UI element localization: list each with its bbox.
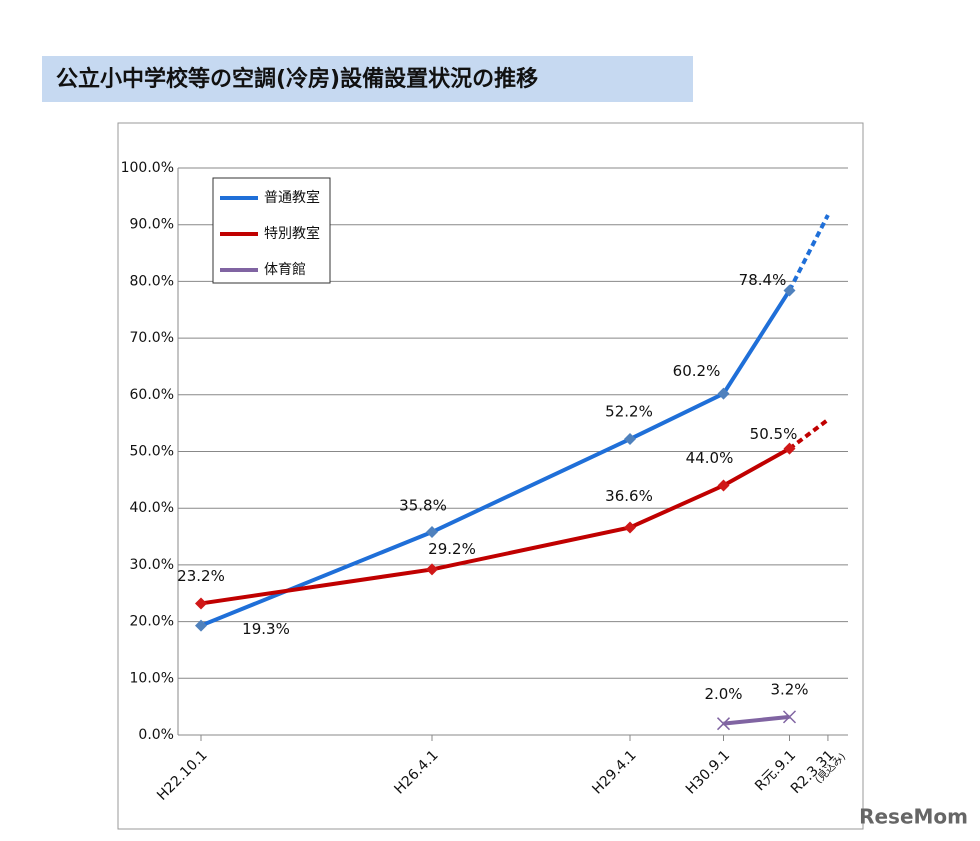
marker	[716, 717, 731, 731]
watermark: ReseMom	[859, 805, 968, 829]
y-tick-label: 80.0%	[130, 273, 174, 289]
marker	[783, 442, 796, 455]
legend-label: 特別教室	[264, 225, 320, 242]
series-line	[723, 714, 790, 726]
y-tick-label: 90.0%	[130, 217, 174, 233]
data-label: 29.2%	[428, 540, 476, 558]
series-line	[200, 446, 791, 606]
x-tick-label: H22.10.1	[154, 747, 211, 804]
data-label: 44.0%	[686, 449, 734, 467]
legend-label: 普通教室	[264, 189, 320, 206]
data-label: 3.2%	[770, 680, 808, 698]
marker	[717, 479, 730, 492]
marker	[195, 619, 207, 632]
legend-label: 体育館	[264, 261, 306, 278]
data-label: 50.5%	[750, 425, 798, 443]
marker	[195, 597, 207, 610]
y-tick-label: 70.0%	[130, 330, 174, 346]
data-label: 52.2%	[605, 403, 653, 421]
y-tick-label: 0.0%	[138, 727, 174, 743]
marker	[717, 387, 730, 400]
data-label: 19.3%	[242, 620, 290, 638]
y-tick-label: 60.0%	[130, 387, 174, 403]
data-label: 36.6%	[605, 487, 653, 505]
chart-title: 公立小中学校等の空調(冷房)設備設置状況の推移	[56, 66, 538, 92]
data-label: 78.4%	[739, 271, 787, 289]
legend-box	[212, 177, 331, 284]
title-box	[42, 56, 693, 102]
projection-line	[787, 214, 830, 292]
x-tick-label: H30.9.1	[683, 747, 733, 797]
y-tick-label: 10.0%	[130, 670, 174, 686]
marker	[624, 521, 636, 534]
x-tick-label: H26.4.1	[391, 747, 441, 797]
x-tick-label: H29.4.1	[589, 747, 639, 797]
y-tick-label: 40.0%	[130, 500, 174, 516]
chart-frame	[117, 122, 864, 830]
data-label: 60.2%	[673, 362, 721, 380]
data-label: 35.8%	[399, 497, 447, 515]
y-tick-label: 30.0%	[130, 557, 174, 573]
marker	[426, 563, 438, 576]
y-tick-label: 20.0%	[130, 614, 174, 630]
data-label: 2.0%	[704, 685, 742, 703]
projection-line	[788, 418, 830, 451]
marker	[782, 710, 797, 724]
y-tick-label: 50.0%	[130, 444, 174, 460]
y-tick-label: 100.0%	[121, 160, 174, 176]
marker	[624, 433, 636, 446]
marker	[783, 284, 796, 297]
marker	[426, 526, 438, 539]
data-label: 23.2%	[177, 567, 225, 585]
